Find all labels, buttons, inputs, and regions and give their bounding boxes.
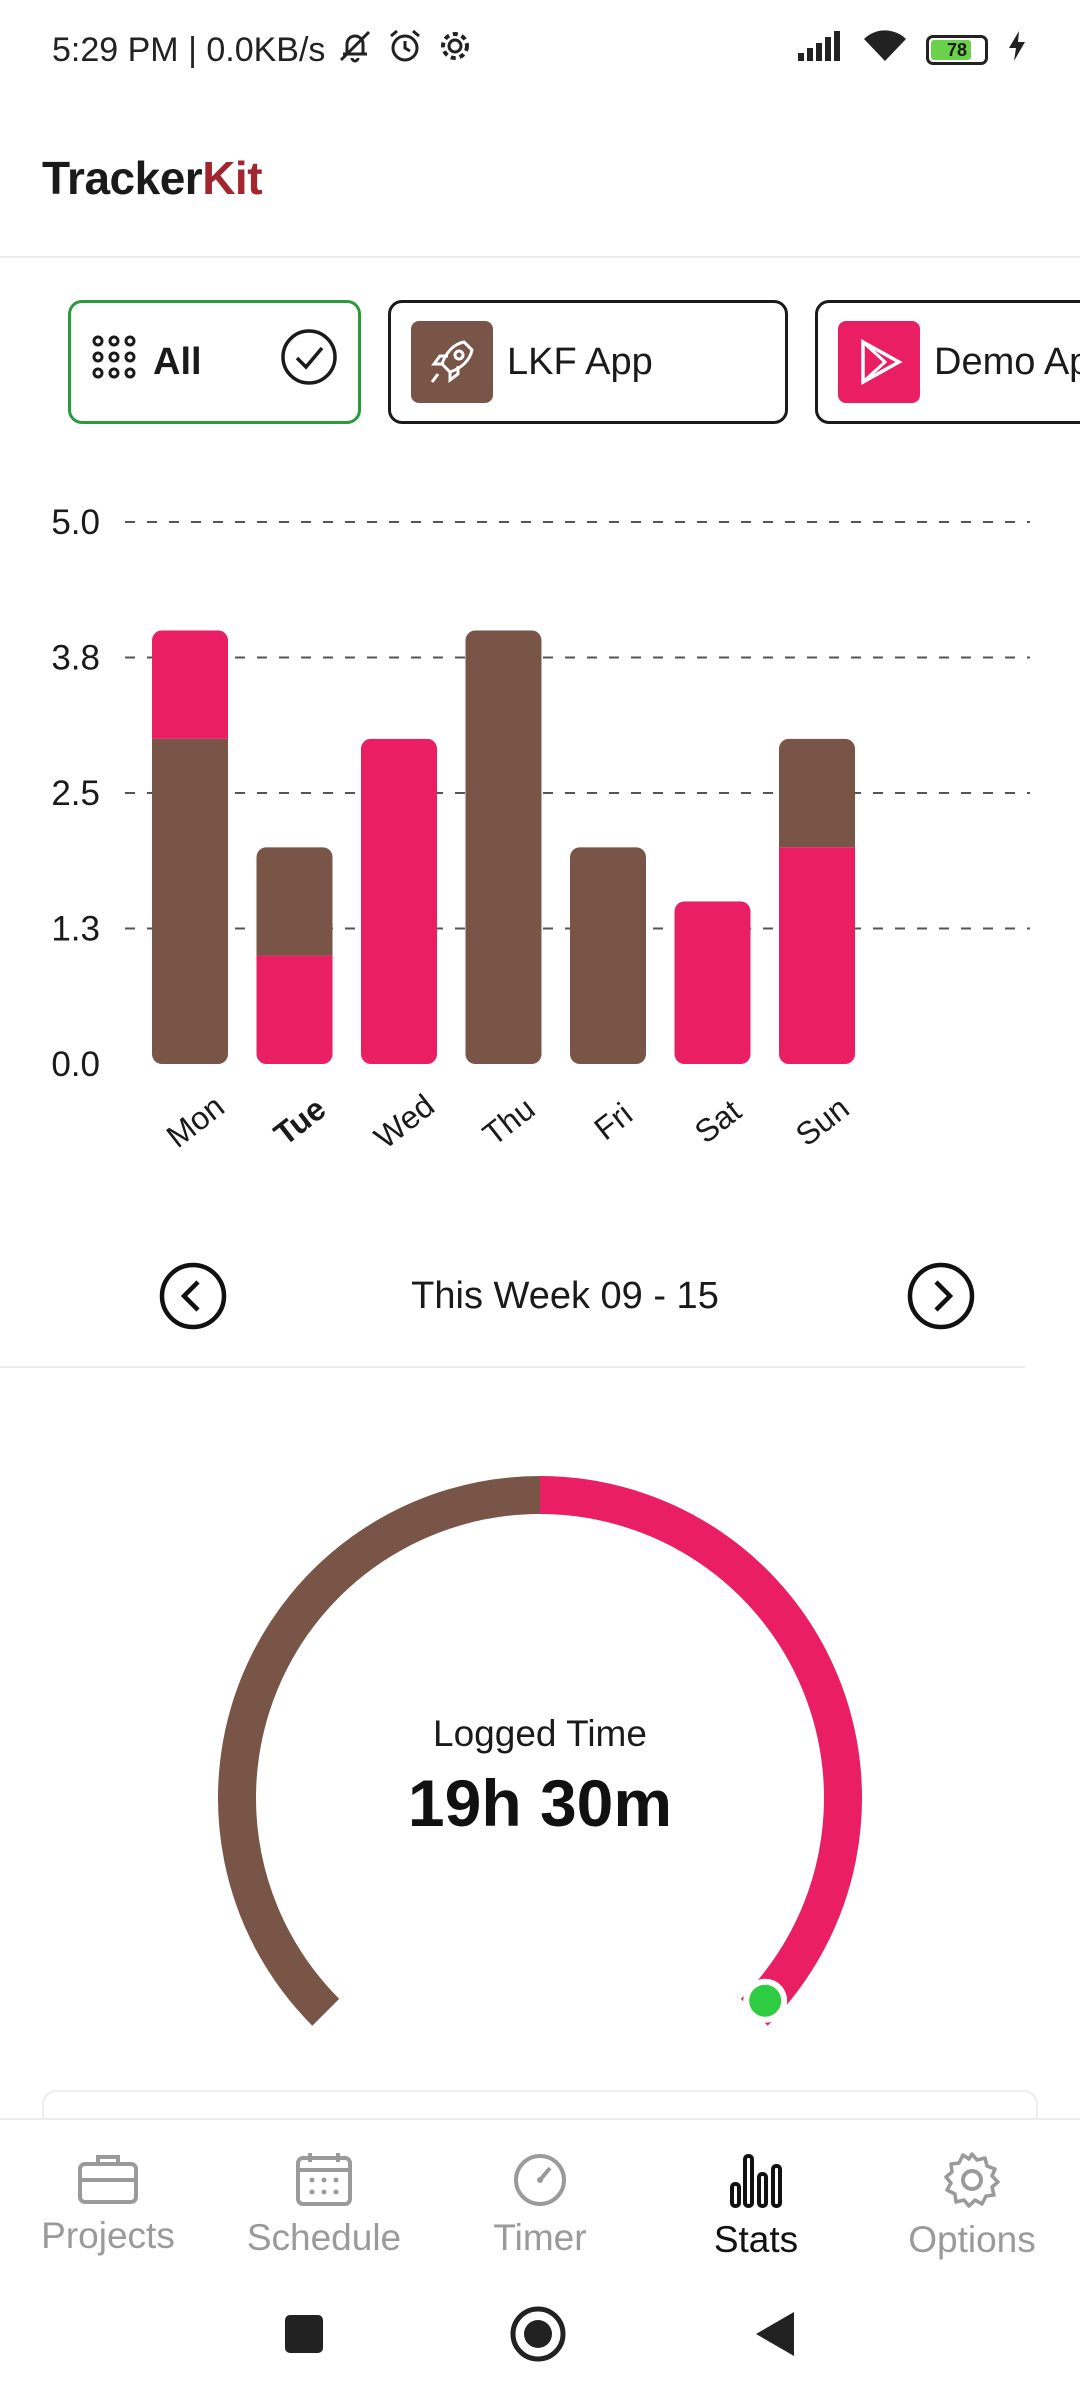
project-chip-label: LKF App <box>507 340 653 383</box>
back-triangle-icon <box>752 2310 798 2363</box>
bar-sat <box>674 901 751 1064</box>
y-tick-label: 0.0 <box>51 1045 100 1084</box>
stopwatch-icon <box>510 2150 570 2213</box>
week-range-label: This Week 09 - 15 <box>411 1275 719 1317</box>
nav-options[interactable]: Options <box>864 2120 1080 2268</box>
app-title-main: Tracker <box>42 152 203 204</box>
status-right: 78 <box>796 29 1028 72</box>
calendar-icon <box>294 2150 354 2213</box>
grid-dots-icon <box>91 334 137 390</box>
bar-wed <box>361 738 437 1064</box>
charging-bolt-icon <box>1006 29 1028 72</box>
bar-segment <box>779 847 855 1064</box>
bar-segment <box>152 630 228 739</box>
y-tick-label: 3.8 <box>51 639 100 678</box>
home-circle-icon <box>509 2305 567 2368</box>
gauge-marker <box>749 1984 782 2017</box>
nav-projects[interactable]: Projects <box>0 2120 216 2268</box>
nav-label: Schedule <box>246 2217 402 2258</box>
alarm-icon <box>385 26 425 75</box>
logged-time-caption: Logged Time <box>433 1713 647 1754</box>
bar-segment <box>779 738 855 848</box>
logged-time-value: 19h 30m <box>407 1766 673 1840</box>
bar-chart-icon <box>726 2150 786 2215</box>
bar-segment <box>256 955 333 1064</box>
nav-label: Timer <box>493 2217 587 2258</box>
project-chip-label: All <box>153 340 202 383</box>
rocket-icon <box>411 321 493 403</box>
battery-fill <box>931 40 971 60</box>
recent-apps-button[interactable] <box>274 2306 334 2366</box>
x-tick-label: Wed <box>367 1087 441 1156</box>
y-tick-label: 2.5 <box>51 774 100 813</box>
weekly-hours-chart-svg: 0.0 1.3 2.5 3.8 5.0 Mon Tue Wed Thu Fri Sat Sun <box>51 503 1030 1156</box>
project-chip-demo-app[interactable]: Demo App <box>815 300 1080 424</box>
gauge-segment <box>539 1476 862 2026</box>
bar-sun <box>779 738 855 1064</box>
battery-icon: 78 <box>926 35 988 65</box>
gear-icon <box>942 2150 1002 2215</box>
gauge-segment <box>218 1476 541 2026</box>
back-button[interactable] <box>745 2306 805 2366</box>
y-tick-label: 5.0 <box>51 503 100 542</box>
nav-label: Stats <box>713 2219 799 2260</box>
signal-icon <box>796 29 844 72</box>
bar-mon <box>152 630 228 1064</box>
gauge-ring <box>218 1476 862 2026</box>
battery-level: 78 <box>946 39 968 60</box>
bar-segment <box>361 738 437 1064</box>
nav-label: Options <box>908 2219 1036 2260</box>
x-tick-label: Sat <box>688 1092 748 1150</box>
x-tick-label: Sun <box>789 1090 856 1153</box>
project-chip-label: Demo App <box>934 340 1080 383</box>
status-left: 5:29 PM | 0.0KB/s <box>52 26 475 75</box>
square-icon <box>283 2313 325 2360</box>
briefcase-icon <box>76 2150 140 2211</box>
x-tick-label: Fri <box>587 1096 639 1147</box>
chevron-left-circle-icon <box>158 1261 228 1336</box>
x-tick-label: Mon <box>160 1088 231 1155</box>
weekly-hours-chart: 0.0 1.3 2.5 3.8 5.0 Mon Tue Wed Thu Fri Sat Sun <box>0 470 1080 1210</box>
project-chip-all[interactable]: All <box>68 300 361 424</box>
play-store-icon <box>838 321 920 403</box>
mute-bell-icon <box>335 26 375 75</box>
nav-stats[interactable]: Stats <box>648 2120 864 2268</box>
y-tick-label: 1.3 <box>51 910 100 949</box>
system-navigation-bar <box>0 2268 1080 2400</box>
nav-schedule[interactable]: Schedule <box>216 2120 432 2268</box>
nav-label: Projects <box>41 2215 175 2256</box>
project-chip-lkf-app[interactable]: LKF App <box>388 300 788 424</box>
logged-time-gauge: Logged Time 19h 30m <box>0 1420 1080 2060</box>
x-tick-label: Tue <box>267 1090 332 1152</box>
status-time-speed: 5:29 PM | 0.0KB/s <box>52 30 326 69</box>
next-week-button[interactable] <box>906 1261 976 1336</box>
bar-tue <box>256 847 333 1064</box>
bottom-navigation: Projects Schedule Timer Stats Options <box>0 2118 1080 2268</box>
bar-segment <box>465 630 542 1064</box>
x-tick-label: Thu <box>476 1090 542 1152</box>
bar-thu <box>465 630 542 1064</box>
settings-cog-icon <box>435 26 475 75</box>
app-title: TrackerKit <box>42 151 263 205</box>
bar-fri <box>570 847 646 1064</box>
bar-segment <box>256 847 333 956</box>
home-button[interactable] <box>508 2306 568 2366</box>
previous-week-button[interactable] <box>158 1261 228 1336</box>
status-bar: 5:29 PM | 0.0KB/s 78 <box>0 0 1080 100</box>
project-filter-chips: All LKF App Dem <box>0 300 1080 426</box>
app-title-accent: Kit <box>202 152 263 204</box>
chevron-right-circle-icon <box>906 1261 976 1336</box>
bar-segment <box>570 847 646 1064</box>
week-navigation: This Week 09 - 15 <box>0 1225 1080 1355</box>
section-divider <box>0 1366 1025 1368</box>
app-bar: TrackerKit <box>0 100 1080 258</box>
bar-segment <box>674 901 751 1064</box>
bar-segment <box>152 738 228 1064</box>
check-circle-icon <box>280 328 338 396</box>
wifi-icon <box>862 29 908 72</box>
nav-timer[interactable]: Timer <box>432 2120 648 2268</box>
